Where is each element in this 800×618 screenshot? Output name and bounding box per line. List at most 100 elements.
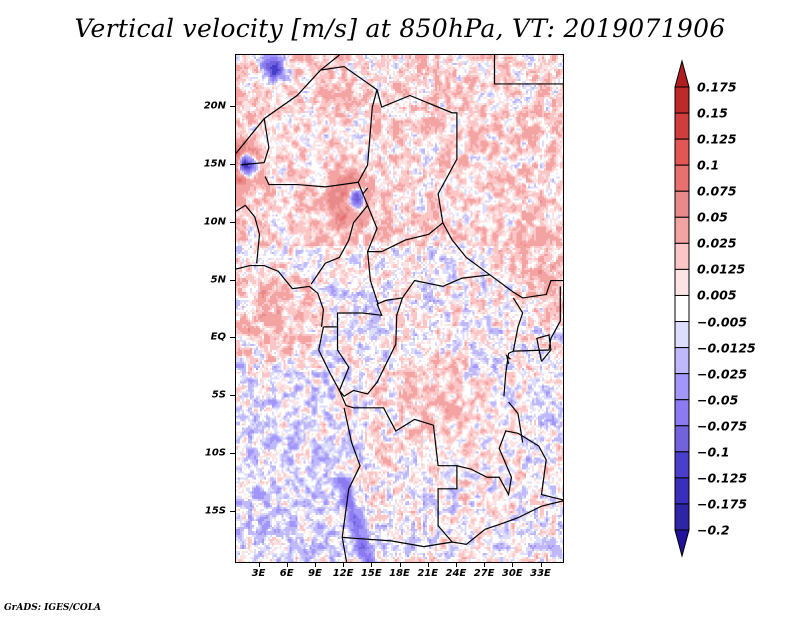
colorbar-box xyxy=(674,164,690,192)
border-line xyxy=(341,407,361,562)
border-line xyxy=(320,65,458,223)
x-tick xyxy=(343,563,345,567)
x-tick-label: 15E xyxy=(360,568,382,579)
y-tick xyxy=(230,453,235,455)
border-line xyxy=(508,401,524,443)
colorbar-box xyxy=(674,399,690,427)
colorbar-label: −0.0125 xyxy=(697,340,756,356)
colorbar-box xyxy=(674,294,690,323)
colorbar-box xyxy=(674,242,690,270)
colorbar-label: 0.005 xyxy=(697,287,737,303)
country-borders xyxy=(236,55,563,562)
border-line xyxy=(318,326,458,548)
colorbar-label: 0.1 xyxy=(697,157,720,173)
x-tick-label: 18E xyxy=(389,568,410,579)
colorbar-label: 0.05 xyxy=(697,209,728,225)
colorbar-label: −0.1 xyxy=(697,444,730,460)
colorbar-label: 0.075 xyxy=(697,183,737,199)
border-line xyxy=(236,55,340,154)
x-tick xyxy=(399,563,401,567)
border-line xyxy=(310,193,369,285)
colorbar-box xyxy=(674,321,690,349)
x-tick xyxy=(258,563,260,567)
x-tick-label: 3E xyxy=(251,568,266,579)
colorbar-extend-min xyxy=(674,529,690,558)
colorbar-box xyxy=(674,373,690,401)
border-line xyxy=(357,89,378,195)
colorbar-label: −0.075 xyxy=(697,418,748,434)
colorbar-label: 0.175 xyxy=(697,79,737,95)
y-tick-label: 5S xyxy=(211,389,226,401)
colorbar-label: −0.025 xyxy=(697,366,748,382)
colorbar-label: −0.175 xyxy=(697,496,748,512)
y-tick-label: 10N xyxy=(203,216,226,228)
border-line xyxy=(366,205,563,299)
border-line xyxy=(367,251,490,305)
x-tick-label: 24E xyxy=(445,568,467,579)
colorbar-box xyxy=(674,451,690,479)
y-tick-label: 15N xyxy=(203,158,226,170)
y-tick-label: 10S xyxy=(204,447,226,459)
border-line xyxy=(536,334,552,362)
y-tick xyxy=(230,221,235,223)
border-line xyxy=(323,303,383,328)
colorbar-label: −0.05 xyxy=(697,392,739,408)
colorbar xyxy=(674,59,690,558)
border-line xyxy=(503,297,524,397)
x-tick xyxy=(484,563,486,567)
colorbar-box xyxy=(674,503,690,531)
x-tick xyxy=(540,563,542,567)
y-tick xyxy=(230,163,235,165)
x-tick xyxy=(314,563,316,567)
y-tick xyxy=(230,510,235,512)
border-line xyxy=(236,204,261,264)
x-tick xyxy=(455,563,457,567)
x-tick-label: 9E xyxy=(307,568,322,579)
colorbar-box xyxy=(674,425,690,453)
border-line xyxy=(513,286,561,352)
y-tick-label: EQ xyxy=(210,331,226,343)
border-line xyxy=(517,432,563,501)
x-tick-label: 12E xyxy=(332,568,354,579)
border-line xyxy=(236,264,325,327)
border-line xyxy=(456,430,519,497)
x-tick-label: 27E xyxy=(473,568,495,579)
border-line xyxy=(264,176,359,188)
x-tick-label: 21E xyxy=(417,568,439,579)
x-tick xyxy=(427,563,429,567)
x-tick xyxy=(371,563,373,567)
colorbar-label: −0.125 xyxy=(697,470,748,486)
colorbar-label: 0.025 xyxy=(697,235,737,251)
border-line xyxy=(336,297,403,398)
colorbar-label: 0.15 xyxy=(697,105,728,121)
colorbar-label: −0.005 xyxy=(697,314,748,330)
colorbar-box xyxy=(674,268,690,296)
border-line xyxy=(240,118,270,166)
y-tick-label: 5N xyxy=(210,274,226,286)
colorbar-label: −0.2 xyxy=(697,522,730,538)
grads-credit: GrADS: IGES/COLA xyxy=(4,603,102,613)
border-line xyxy=(505,354,511,365)
colorbar-box xyxy=(674,112,690,140)
colorbar-box xyxy=(674,138,690,166)
y-tick xyxy=(230,337,235,339)
colorbar-label: 0.0125 xyxy=(697,261,746,277)
colorbar-label: 0.125 xyxy=(697,131,737,147)
colorbar-extend-max xyxy=(674,59,690,88)
x-tick xyxy=(286,563,288,567)
colorbar-box xyxy=(674,347,690,375)
x-tick-label: 33E xyxy=(530,568,551,579)
y-tick-label: 15S xyxy=(204,505,226,517)
y-tick-label: 20N xyxy=(203,100,226,112)
border-line xyxy=(493,55,563,85)
colorbar-box xyxy=(674,86,690,114)
y-tick xyxy=(230,395,235,397)
x-tick-label: 6E xyxy=(279,568,294,579)
chart-title: Vertical velocity [m/s] at 850hPa, VT: 2… xyxy=(74,14,726,43)
x-tick xyxy=(512,563,514,567)
colorbar-box xyxy=(674,477,690,505)
colorbar-box xyxy=(674,216,690,244)
y-tick xyxy=(230,279,235,281)
x-tick-label: 30E xyxy=(501,568,523,579)
y-tick xyxy=(230,106,235,108)
